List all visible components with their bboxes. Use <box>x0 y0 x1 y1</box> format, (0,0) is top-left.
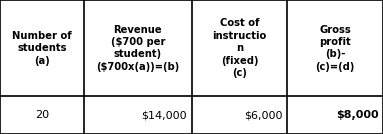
Text: $6,000: $6,000 <box>244 110 283 120</box>
Text: 20: 20 <box>35 110 49 120</box>
Text: $8,000: $8,000 <box>336 110 378 120</box>
Text: Revenue
($700 per
student)
($700x(a))=(b): Revenue ($700 per student) ($700x(a))=(b… <box>96 25 180 72</box>
Text: Gross
profit
(b)-
(c)=(d): Gross profit (b)- (c)=(d) <box>316 25 355 72</box>
Text: $14,000: $14,000 <box>141 110 187 120</box>
Text: Cost of
instructio
n
(fixed)
(c): Cost of instructio n (fixed) (c) <box>212 18 267 78</box>
Text: Number of
students
(a): Number of students (a) <box>12 31 72 66</box>
